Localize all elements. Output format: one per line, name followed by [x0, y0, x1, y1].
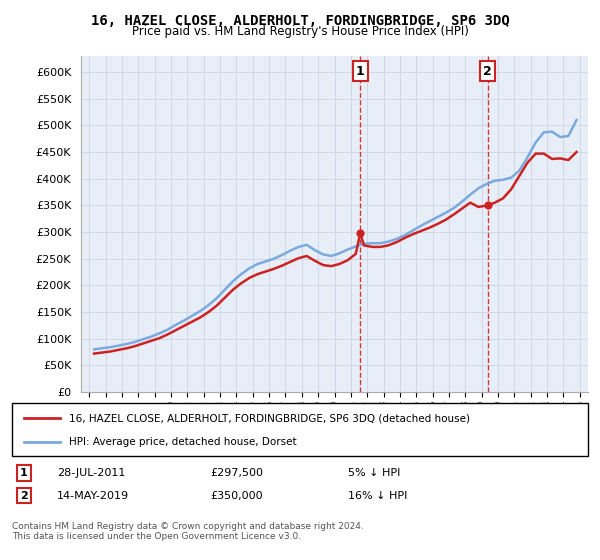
Point: [483, 201, 493, 210]
Text: Price paid vs. HM Land Registry's House Price Index (HPI): Price paid vs. HM Land Registry's House …: [131, 25, 469, 38]
Text: 1: 1: [356, 64, 365, 78]
Text: 28-JUL-2011: 28-JUL-2011: [57, 468, 125, 478]
Text: 1: 1: [20, 468, 28, 478]
Point: [355, 229, 365, 238]
Text: £350,000: £350,000: [210, 491, 263, 501]
Text: 16, HAZEL CLOSE, ALDERHOLT, FORDINGBRIDGE, SP6 3DQ: 16, HAZEL CLOSE, ALDERHOLT, FORDINGBRIDG…: [91, 14, 509, 28]
Text: 2: 2: [484, 64, 492, 78]
Text: Contains HM Land Registry data © Crown copyright and database right 2024.
This d: Contains HM Land Registry data © Crown c…: [12, 522, 364, 542]
Text: 16, HAZEL CLOSE, ALDERHOLT, FORDINGBRIDGE, SP6 3DQ (detached house): 16, HAZEL CLOSE, ALDERHOLT, FORDINGBRIDG…: [69, 413, 470, 423]
Text: 5% ↓ HPI: 5% ↓ HPI: [348, 468, 400, 478]
Text: 16% ↓ HPI: 16% ↓ HPI: [348, 491, 407, 501]
Text: 2: 2: [20, 491, 28, 501]
Text: HPI: Average price, detached house, Dorset: HPI: Average price, detached house, Dors…: [69, 436, 296, 446]
Text: £297,500: £297,500: [210, 468, 263, 478]
Text: 14-MAY-2019: 14-MAY-2019: [57, 491, 129, 501]
